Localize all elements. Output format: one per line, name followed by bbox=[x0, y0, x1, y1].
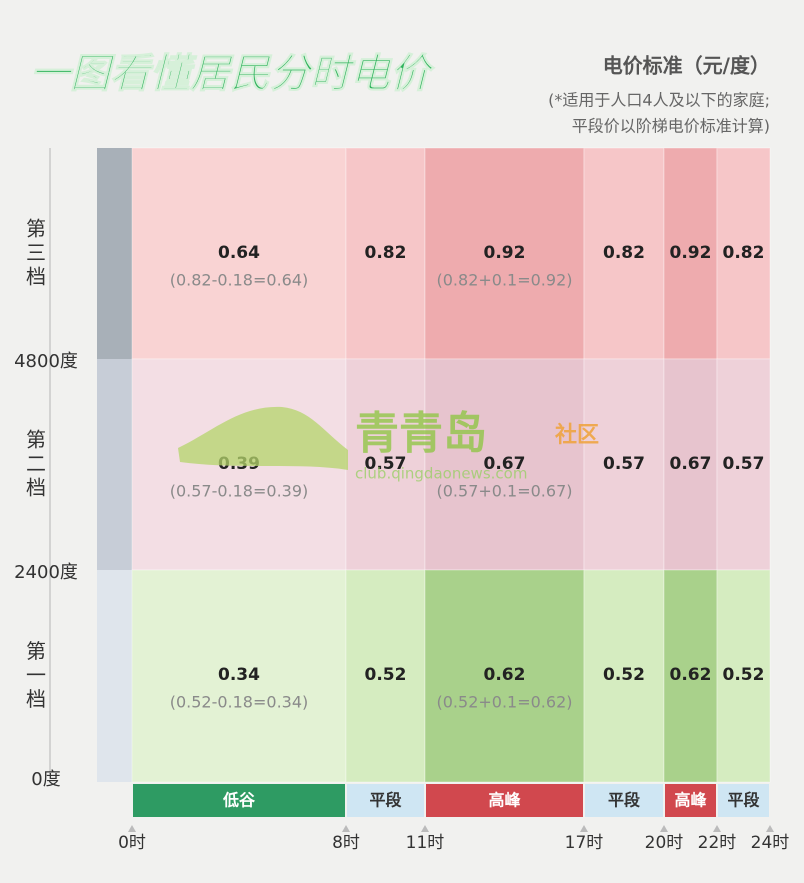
price-cell bbox=[716, 569, 771, 783]
hour-tick bbox=[766, 825, 774, 832]
price-cell bbox=[663, 569, 718, 783]
price-value: 0.82 bbox=[365, 243, 407, 263]
boundary-label: 4800度 bbox=[14, 351, 78, 372]
unit: 电价标准（元/度） bbox=[603, 54, 770, 78]
price-formula: (0.82+0.1=0.92) bbox=[437, 271, 573, 290]
price-value: 0.67 bbox=[670, 454, 712, 474]
price-value: 0.62 bbox=[670, 665, 712, 685]
price-cell bbox=[663, 147, 718, 360]
tier-label: 第二档 bbox=[26, 427, 46, 499]
price-cell bbox=[583, 358, 665, 571]
period-bar bbox=[426, 784, 583, 817]
title: 一图看懂居民分时电价 bbox=[30, 51, 435, 97]
tier-side-bar bbox=[97, 570, 132, 782]
price-cell bbox=[345, 358, 426, 571]
price-value: 0.82 bbox=[723, 243, 765, 263]
hour-label: 20时 bbox=[645, 833, 684, 853]
tier-label: 第一档 bbox=[26, 639, 46, 711]
price-cell bbox=[131, 147, 347, 360]
period-label: 高峰 bbox=[674, 791, 707, 810]
hour-tick bbox=[342, 825, 350, 832]
watermark-url: club.qingdaonews.com bbox=[355, 465, 527, 483]
period-bar bbox=[718, 784, 769, 817]
price-value: 0.34 bbox=[218, 665, 260, 685]
hour-label: 17时 bbox=[565, 833, 604, 853]
boundary-label: 0度 bbox=[31, 769, 60, 790]
boundary-label: 2400度 bbox=[14, 562, 78, 583]
price-formula: (0.57-0.18=0.39) bbox=[170, 482, 309, 501]
price-value: 0.82 bbox=[603, 243, 645, 263]
price-value: 0.92 bbox=[670, 243, 712, 263]
hour-label: 24时 bbox=[751, 833, 790, 853]
price-value: 0.52 bbox=[723, 665, 765, 685]
price-value: 0.57 bbox=[365, 454, 407, 474]
hour-tick bbox=[128, 825, 136, 832]
price-cell bbox=[345, 147, 426, 360]
period-label: 低谷 bbox=[222, 791, 256, 810]
period-bar bbox=[347, 784, 424, 817]
hour-label: 0时 bbox=[118, 833, 146, 853]
hour-tick bbox=[421, 825, 429, 832]
period-bar bbox=[665, 784, 716, 817]
price-value: 0.57 bbox=[603, 454, 645, 474]
period-label: 平段 bbox=[369, 791, 402, 810]
tier-label: 第三档 bbox=[26, 216, 46, 288]
period-label: 高峰 bbox=[488, 791, 521, 810]
price-cell bbox=[131, 569, 347, 783]
period-bar bbox=[133, 784, 345, 817]
hour-label: 8时 bbox=[332, 833, 360, 853]
price-value: 0.64 bbox=[218, 243, 260, 263]
price-value: 0.52 bbox=[603, 665, 645, 685]
price-formula: (0.52+0.1=0.62) bbox=[437, 693, 573, 712]
note-line: (*适用于人口4人及以下的家庭; bbox=[548, 91, 770, 110]
price-cell bbox=[716, 147, 771, 360]
price-cell bbox=[583, 147, 665, 360]
price-cell bbox=[583, 569, 665, 783]
price-cell bbox=[424, 569, 585, 783]
period-label: 平段 bbox=[608, 791, 641, 810]
tier-side-bar bbox=[97, 359, 132, 570]
watermark-name: 青青岛 bbox=[355, 408, 487, 459]
price-value: 0.57 bbox=[723, 454, 765, 474]
tier-side-bar bbox=[97, 148, 132, 359]
hour-tick bbox=[580, 825, 588, 832]
hour-label: 11时 bbox=[406, 833, 445, 853]
watermark-tag: 社区 bbox=[555, 422, 599, 448]
price-cell bbox=[716, 358, 771, 571]
price-formula: (0.82-0.18=0.64) bbox=[170, 271, 309, 290]
hour-label: 22时 bbox=[698, 833, 737, 853]
price-value: 0.67 bbox=[484, 454, 526, 474]
price-cell bbox=[424, 358, 585, 571]
price-value: 0.92 bbox=[484, 243, 526, 263]
note-line: 平段价以阶梯电价标准计算) bbox=[572, 117, 770, 136]
period-label: 平段 bbox=[727, 791, 760, 810]
price-formula: (0.52-0.18=0.34) bbox=[170, 693, 309, 712]
hour-tick bbox=[660, 825, 668, 832]
period-bar bbox=[585, 784, 663, 817]
price-value: 0.52 bbox=[365, 665, 407, 685]
hour-tick bbox=[713, 825, 721, 832]
price-cell bbox=[663, 358, 718, 571]
price-formula: (0.57+0.1=0.67) bbox=[437, 482, 573, 501]
price-cell bbox=[424, 147, 585, 360]
watermark-mountain bbox=[178, 406, 348, 470]
price-value: 0.62 bbox=[484, 665, 526, 685]
price-cell bbox=[345, 569, 426, 783]
